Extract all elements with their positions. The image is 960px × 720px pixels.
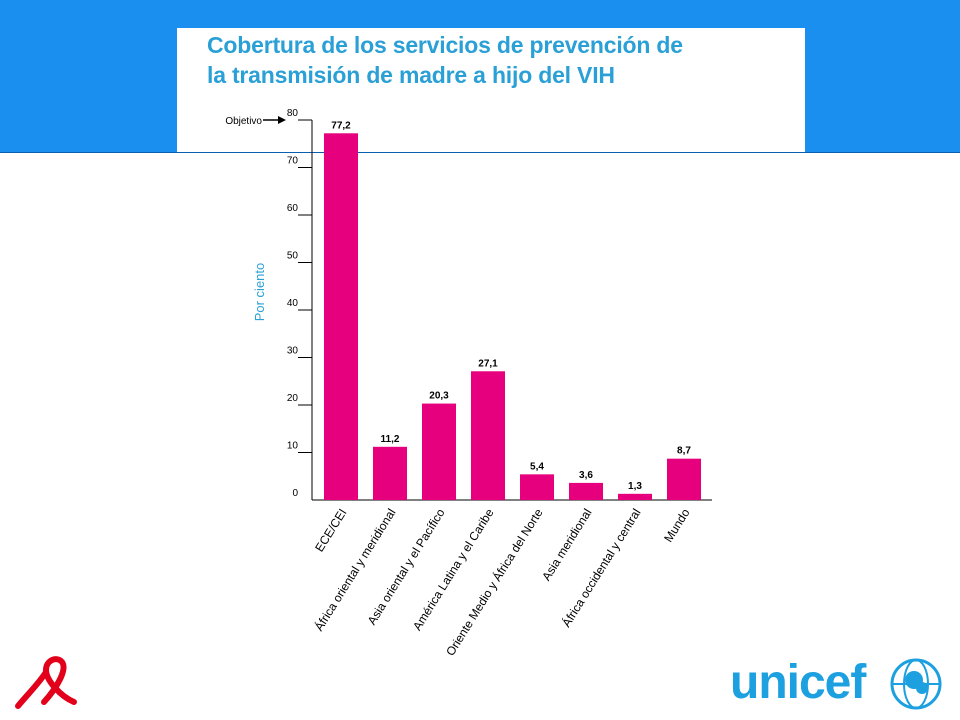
y-tick-label: 80 [287, 108, 299, 119]
y-tick-label: 60 [287, 203, 299, 214]
y-tick-label: 40 [287, 298, 299, 309]
bar-value-label: 1,3 [628, 481, 642, 492]
bar-value-label: 5,4 [530, 461, 544, 472]
bar [667, 458, 701, 500]
x-tick-label: Mundo [661, 506, 692, 545]
x-tick-label: África oriental y meridional [311, 506, 399, 634]
bar [618, 493, 652, 500]
red-ribbon-icon [15, 656, 77, 709]
bar [471, 371, 505, 500]
y-tick-label: 30 [287, 346, 299, 357]
target-label: Objetivo [225, 116, 262, 127]
bar [324, 133, 358, 501]
bar [569, 482, 603, 500]
y-tick-label: 70 [287, 156, 299, 167]
target-arrow-head [278, 116, 286, 124]
bar [373, 446, 407, 500]
y-tick-label: 0 [292, 488, 298, 499]
x-tick-label: ECE/CEI [312, 506, 349, 554]
y-tick-label: 10 [287, 441, 299, 452]
bar [520, 474, 554, 500]
bar [422, 403, 456, 500]
title-panel [177, 28, 805, 152]
bar-value-label: 27,1 [478, 358, 498, 369]
y-tick-label: 20 [287, 393, 299, 404]
y-tick-label: 50 [287, 251, 299, 262]
bar-value-label: 11,2 [381, 434, 400, 445]
bar-value-label: 77,2 [331, 120, 351, 131]
y-axis-label: Por ciento [252, 263, 267, 322]
title-line-1: Cobertura de los servicios de prevención… [207, 32, 683, 58]
page-title: Cobertura de los servicios de prevención… [207, 30, 767, 90]
title-line-2: la transmisión de madre a hijo del VIH [207, 62, 615, 88]
unicef-emblem-icon [890, 658, 942, 710]
bar-value-label: 8,7 [677, 446, 691, 457]
bar-value-label: 3,6 [579, 470, 593, 481]
unicef-wordmark: unicef [730, 656, 866, 709]
x-tick-label: Oriente Medio y África del Norte [442, 505, 545, 658]
x-tick-label: Asia meridional [539, 506, 594, 583]
bar-value-label: 20,3 [429, 391, 449, 402]
